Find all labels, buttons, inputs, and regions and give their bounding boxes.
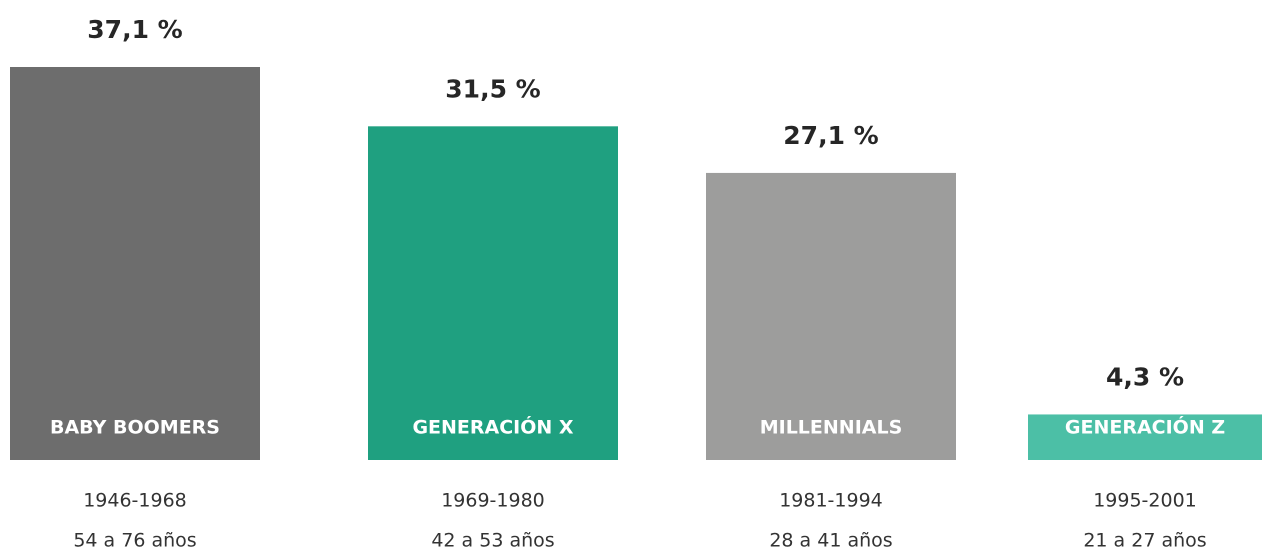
category-label: GENERACIÓN Z <box>1065 415 1225 439</box>
age-label: 42 a 53 años <box>431 530 554 552</box>
value-label: 37,1 % <box>87 15 182 44</box>
bar <box>1028 414 1262 460</box>
value-label: 27,1 % <box>783 121 878 150</box>
age-label: 54 a 76 años <box>73 530 196 552</box>
category-label: GENERACIÓN X <box>412 415 573 439</box>
bar <box>10 67 260 460</box>
period-label: 1981-1994 <box>779 490 883 512</box>
period-label: 1995-2001 <box>1093 490 1197 512</box>
bar <box>706 172 956 460</box>
value-label: 31,5 % <box>445 74 540 103</box>
period-label: 1946-1968 <box>83 490 187 512</box>
age-label: 21 a 27 años <box>1083 530 1206 552</box>
value-label: 4,3 % <box>1106 362 1184 391</box>
category-label: MILLENNIALS <box>760 417 903 439</box>
category-label: BABY BOOMERS <box>50 417 220 439</box>
period-label: 1969-1980 <box>441 490 545 512</box>
age-label: 28 a 41 años <box>769 530 892 552</box>
bar <box>368 126 618 461</box>
